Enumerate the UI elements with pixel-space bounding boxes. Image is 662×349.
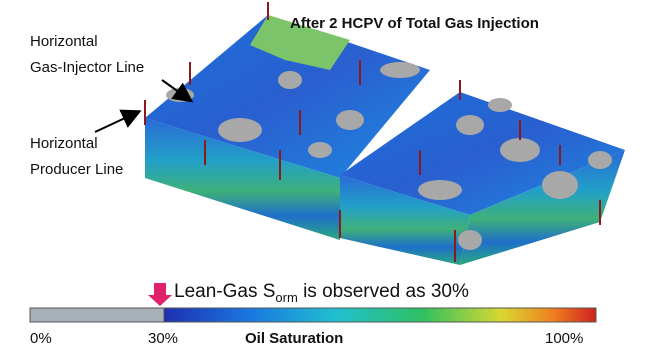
colorbar-tick-label: 100% — [545, 330, 583, 347]
colorbar-tick-label: 0% — [30, 330, 52, 347]
colorbar-label: Oil Saturation — [245, 330, 343, 347]
colorbar-gray — [30, 308, 164, 322]
annotation-line: Horizontal — [30, 135, 98, 152]
reservoir-model — [145, 2, 625, 265]
annotation-line: Gas-Injector Line — [30, 59, 144, 76]
threshold-arrow — [148, 283, 172, 306]
colorbar-tick-label: 30% — [148, 330, 178, 347]
figure-title: After 2 HCPV of Total Gas Injection — [290, 15, 539, 32]
note-subscript: orm — [275, 290, 297, 305]
note-text: Lean-Gas S — [174, 281, 275, 302]
annotation-line: Producer Line — [30, 161, 123, 178]
figure: After 2 HCPV of Total Gas Injection Hori… — [0, 0, 662, 349]
annotation-arrow — [95, 112, 138, 132]
threshold-note: Lean-Gas Sorm is observed as 30% — [174, 281, 469, 305]
annotation-line: Horizontal — [30, 33, 98, 50]
colorbar-gradient — [164, 308, 596, 322]
note-text: is observed as 30% — [298, 281, 469, 302]
